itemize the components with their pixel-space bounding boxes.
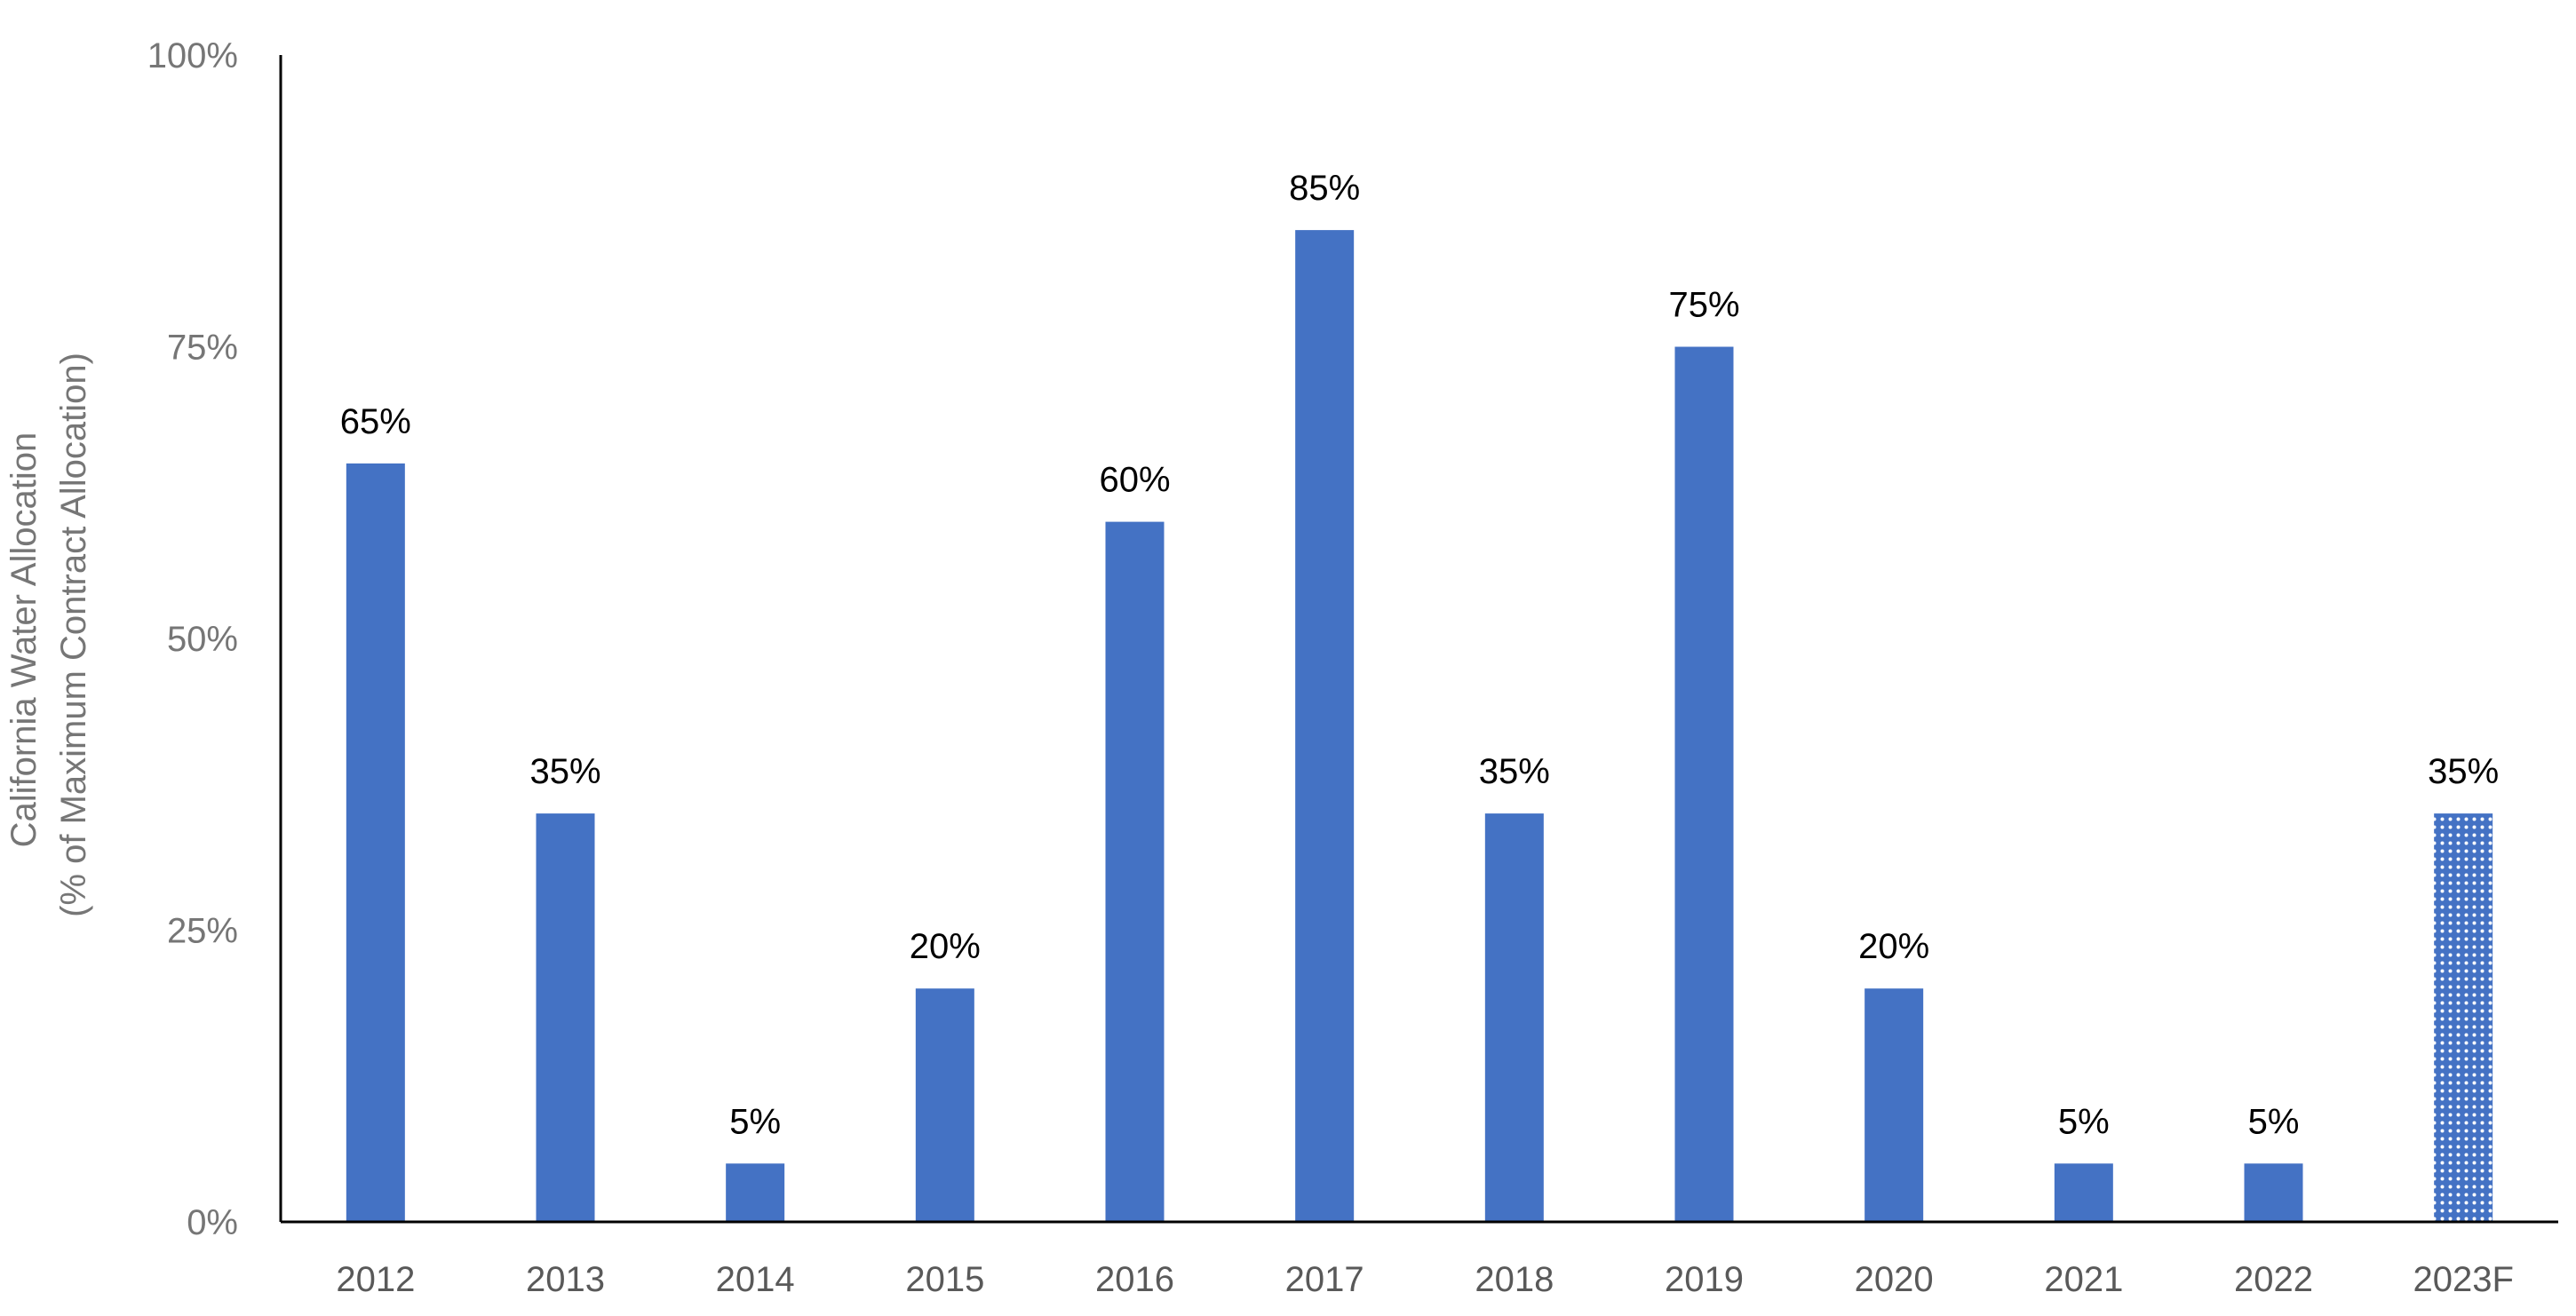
data-label: 35% <box>529 752 600 791</box>
x-tick-label: 2021 <box>2044 1260 2123 1299</box>
x-tick-label: 2015 <box>905 1260 984 1299</box>
data-label: 35% <box>2428 752 2499 791</box>
data-label: 60% <box>1099 461 1170 500</box>
data-label: 5% <box>2058 1102 2110 1141</box>
bar <box>1295 230 1355 1223</box>
x-tick-label: 2017 <box>1285 1260 1364 1299</box>
data-label: 35% <box>1479 752 1550 791</box>
y-tick-label: 25% <box>167 912 238 951</box>
bar-forecast <box>2434 813 2493 1222</box>
data-label: 75% <box>1668 286 1739 325</box>
data-label: 20% <box>1858 927 1929 966</box>
data-label: 5% <box>729 1102 781 1141</box>
x-tick-label: 2023F <box>2413 1260 2513 1299</box>
y-tick-label: 75% <box>167 329 238 368</box>
bar <box>1484 813 1544 1222</box>
x-tick-label: 2013 <box>526 1260 605 1299</box>
bar <box>536 813 595 1222</box>
data-labels: 65% 35% 5% 20% 60% 85% 35% 75% 20% 5% 5% 35% <box>340 169 2499 1141</box>
data-label: 85% <box>1289 169 1360 208</box>
bar <box>346 463 405 1222</box>
y-tick-labels: 0% 25% 50% 75% 100% <box>147 36 238 1242</box>
x-tick-label: 2016 <box>1095 1260 1174 1299</box>
bar <box>726 1163 785 1222</box>
y-tick-label: 100% <box>147 36 238 75</box>
y-tick-label: 50% <box>167 620 238 659</box>
bar <box>2054 1163 2113 1222</box>
x-tick-label: 2014 <box>716 1260 795 1299</box>
x-tick-labels: 2012 2013 2014 2015 2016 2017 2018 2019 2020 2021… <box>336 1260 2514 1299</box>
bar <box>2244 1163 2303 1222</box>
data-label: 5% <box>2248 1102 2300 1141</box>
bar <box>915 988 974 1222</box>
y-axis-label-line-2: (% of Maximum Contract Allocation) <box>54 353 93 917</box>
x-tick-label: 2022 <box>2234 1260 2313 1299</box>
y-tick-label: 0% <box>187 1203 238 1242</box>
y-axis-label: California Water Allocation (% of Maximu… <box>4 353 93 917</box>
bar <box>1674 346 1734 1222</box>
x-tick-label: 2020 <box>1855 1260 1934 1299</box>
y-axis-label-line-1: California Water Allocation <box>4 432 44 848</box>
bar <box>1105 521 1165 1222</box>
x-tick-label: 2019 <box>1665 1260 1744 1299</box>
data-label: 65% <box>340 402 411 441</box>
bars <box>346 230 2493 1223</box>
bar <box>1864 988 1924 1222</box>
data-label: 20% <box>910 927 981 966</box>
x-tick-label: 2018 <box>1475 1260 1554 1299</box>
x-tick-label: 2012 <box>336 1260 415 1299</box>
